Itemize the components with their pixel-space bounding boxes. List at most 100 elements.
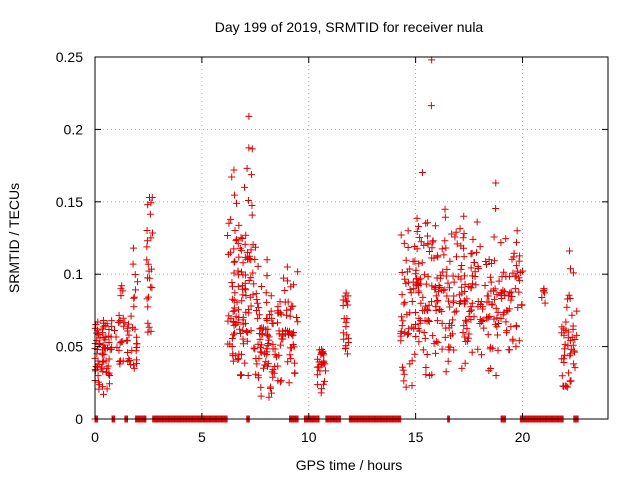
data-point [291, 359, 299, 367]
data-point [424, 240, 432, 248]
data-point [99, 349, 107, 357]
data-point [566, 294, 574, 302]
data-point [94, 372, 102, 380]
data-point [145, 323, 153, 331]
data-point [484, 331, 492, 339]
data-point [424, 306, 432, 314]
grid-layer [95, 57, 608, 419]
data-point [449, 272, 457, 280]
data-point [570, 348, 578, 356]
data-point [244, 196, 252, 204]
data-point [470, 259, 478, 267]
data-point [412, 281, 420, 289]
data-point [143, 226, 151, 234]
data-point [438, 319, 446, 327]
data-point [400, 377, 408, 385]
data-point [462, 316, 469, 324]
data-point [483, 313, 491, 321]
data-point [403, 331, 411, 339]
data-point [512, 343, 520, 351]
data-point [147, 199, 155, 207]
data-point [316, 367, 324, 375]
data-point [100, 351, 108, 359]
data-point [289, 332, 297, 340]
data-point [469, 272, 477, 280]
data-point [94, 331, 102, 339]
data-point [558, 323, 566, 331]
data-point [343, 331, 351, 339]
data-point [274, 319, 282, 327]
data-point [456, 291, 464, 299]
data-point [558, 355, 566, 363]
data-point [492, 179, 500, 187]
data-point [243, 328, 251, 336]
x-tick-label: 10 [301, 429, 317, 445]
data-point [439, 286, 447, 294]
data-point [459, 328, 467, 336]
data-point [508, 292, 516, 300]
data-point [274, 362, 282, 370]
data-point [119, 314, 127, 322]
data-point [282, 326, 290, 334]
data-point [251, 345, 259, 353]
data-point [237, 234, 245, 242]
data-point [440, 251, 448, 259]
data-point [146, 210, 154, 218]
data-point [483, 298, 491, 306]
data-point [460, 244, 468, 252]
data-point [245, 277, 253, 285]
data-point [264, 341, 272, 349]
x-tick-label: 15 [408, 429, 424, 445]
data-point [258, 282, 266, 290]
data-point [518, 267, 526, 275]
data-point [450, 278, 458, 286]
data-point [407, 289, 415, 297]
data-point [499, 311, 507, 319]
data-point [406, 309, 414, 317]
data-point [509, 335, 517, 343]
data-point [227, 249, 235, 257]
data-point [120, 322, 128, 330]
data-point [424, 316, 432, 324]
data-point [238, 282, 246, 290]
data-point [130, 364, 138, 372]
data-point [400, 239, 408, 247]
data-point [253, 360, 261, 368]
y-axis-label: SRMTID / TECUs [6, 183, 22, 293]
data-point [264, 325, 272, 333]
data-point [248, 202, 256, 210]
data-point [409, 257, 417, 265]
chart-title: Day 199 of 2019, SRMTID for receiver nul… [215, 19, 484, 35]
data-point [514, 304, 522, 312]
data-point [264, 339, 272, 347]
data-point [276, 298, 284, 306]
data-point [417, 299, 425, 307]
data-point [257, 383, 265, 391]
data-point [125, 320, 133, 328]
data-point [263, 298, 271, 306]
data-point [267, 307, 275, 315]
data-point [423, 350, 431, 358]
data-point [482, 260, 490, 268]
data-point [247, 256, 255, 264]
data-point [224, 317, 232, 325]
data-point [570, 360, 578, 368]
data-point [476, 319, 484, 327]
data-point [436, 274, 444, 282]
data-point [260, 364, 268, 372]
data-point [320, 377, 328, 385]
data-point [512, 322, 520, 330]
data-point [131, 286, 139, 294]
data-point [267, 292, 275, 300]
data-point [503, 327, 511, 335]
data-point [319, 380, 327, 388]
data-point [131, 270, 139, 278]
data-point [413, 245, 421, 253]
data-point [233, 235, 241, 243]
data-point [511, 272, 519, 280]
y-tick-label: 0.1 [64, 266, 84, 282]
data-points [91, 56, 582, 423]
data-point [493, 291, 501, 299]
data-point [492, 320, 500, 328]
data-point [468, 348, 476, 356]
